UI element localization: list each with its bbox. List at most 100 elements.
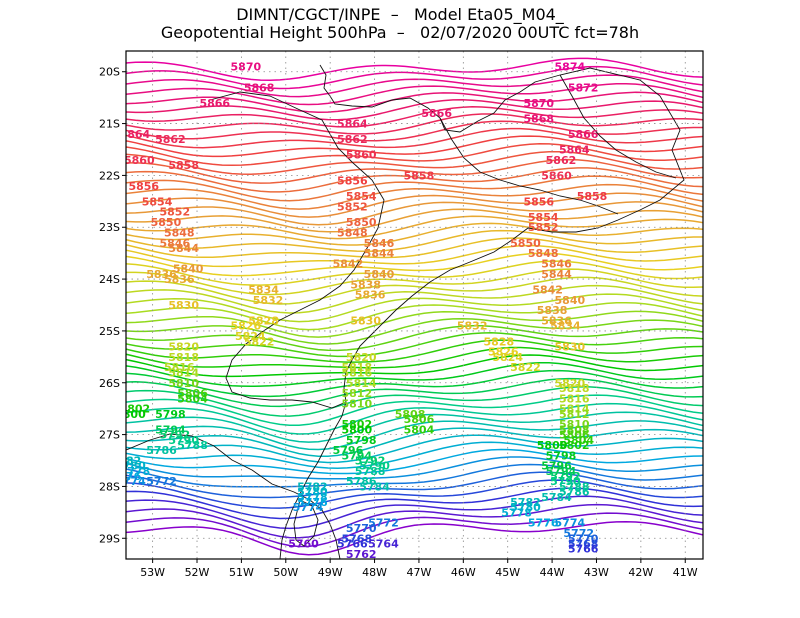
contour-label: 5858 bbox=[404, 169, 435, 182]
contour-label: 5852 bbox=[160, 206, 191, 219]
lat-tick-label: 23S bbox=[99, 221, 120, 234]
contour-label: 5776 bbox=[111, 470, 142, 483]
contour-label: 5790 bbox=[168, 434, 199, 447]
contour-label: 5806 bbox=[177, 387, 208, 400]
contour-label: 5814 bbox=[559, 403, 590, 416]
contour-line bbox=[126, 361, 703, 388]
contour-line bbox=[126, 479, 703, 509]
contour-line bbox=[126, 427, 703, 457]
contour-label: 5790 bbox=[359, 460, 390, 473]
contour-label: 5854 bbox=[142, 195, 173, 208]
contour-line bbox=[126, 65, 703, 90]
contour-line bbox=[126, 208, 703, 233]
contour-label: 5762 bbox=[346, 548, 377, 561]
title-line-1: DIMNT/CGCT/INPE – Model Eta05_M04_ bbox=[236, 5, 564, 24]
contour-label: 5822 bbox=[244, 335, 275, 348]
contour-label: 5810 bbox=[559, 418, 590, 431]
contour-line bbox=[126, 113, 703, 135]
lon-tick-label: 43W bbox=[584, 566, 609, 579]
contour-line bbox=[126, 512, 703, 548]
contour-line bbox=[126, 394, 703, 427]
contour-label: 5826 bbox=[231, 320, 262, 333]
contour-label: 5840 bbox=[555, 294, 586, 307]
contour-label: 5800 bbox=[341, 423, 372, 436]
contour-label: 5862 bbox=[155, 133, 186, 146]
contour-label: 5816 bbox=[559, 392, 590, 405]
contour-line bbox=[126, 252, 703, 277]
lat-tick-label: 24S bbox=[99, 273, 120, 286]
lon-tick-label: 42W bbox=[628, 566, 653, 579]
contour-label: 5784 bbox=[359, 480, 390, 493]
contour-label: 5874 bbox=[555, 61, 586, 74]
contour-label: 5782 bbox=[297, 480, 328, 493]
contour-label: 5810 bbox=[341, 397, 372, 410]
contour-label: 5802 bbox=[120, 403, 151, 416]
contour-line bbox=[126, 346, 703, 369]
contour-line bbox=[126, 317, 703, 345]
contour-label: 5794 bbox=[341, 449, 372, 462]
contour-label: 5834 bbox=[550, 320, 581, 333]
contour-label: 5800 bbox=[115, 408, 146, 421]
contour-line bbox=[126, 158, 703, 184]
contour-line bbox=[126, 74, 703, 98]
lat-tick-label: 27S bbox=[99, 429, 120, 442]
contour-label: 5830 bbox=[168, 299, 199, 312]
contour-label: 5782 bbox=[510, 496, 541, 509]
contour-line bbox=[126, 448, 703, 475]
contour-label: 5814 bbox=[168, 366, 199, 379]
lon-tick-label: 44W bbox=[540, 566, 565, 579]
contour-label: 5798 bbox=[346, 434, 377, 447]
contour-label: 5782 bbox=[111, 455, 142, 468]
contour-label: 5864 bbox=[559, 143, 590, 156]
contour-label: 5836 bbox=[541, 315, 572, 328]
contour-line bbox=[126, 332, 703, 358]
contour-line bbox=[126, 402, 703, 435]
contour-label: 5778 bbox=[501, 506, 532, 519]
contour-label: 5820 bbox=[168, 340, 199, 353]
contour-line bbox=[126, 229, 703, 253]
contour-label: 5824 bbox=[492, 351, 523, 364]
lon-tick-label: 45W bbox=[495, 566, 520, 579]
contour-line bbox=[126, 411, 703, 443]
contour-label: 5818 bbox=[168, 351, 199, 364]
contour-label: 5802 bbox=[559, 439, 590, 452]
lon-tick-label: 41W bbox=[673, 566, 698, 579]
contour-label: 5820 bbox=[555, 377, 586, 390]
contour-line bbox=[126, 201, 703, 226]
contour-line bbox=[126, 244, 703, 268]
contour-label: 5794 bbox=[155, 423, 186, 436]
contour-label: 5786 bbox=[346, 475, 377, 488]
contour-line bbox=[126, 215, 703, 240]
contour-label: 5772 bbox=[563, 527, 594, 540]
contour-label: 5780 bbox=[115, 460, 146, 473]
contour-label: 5816 bbox=[164, 361, 195, 374]
lon-tick-label: 51W bbox=[229, 566, 254, 579]
contour-line bbox=[126, 120, 703, 142]
contour-label: 5776 bbox=[297, 496, 328, 509]
contour-line bbox=[126, 471, 703, 499]
contour-label: 5760 bbox=[288, 537, 319, 550]
contour-label: 5844 bbox=[168, 242, 199, 255]
contour-label: 5856 bbox=[337, 175, 368, 188]
contour-line bbox=[126, 434, 703, 464]
contour-label: 5776 bbox=[528, 517, 559, 530]
contour-label: 5828 bbox=[248, 315, 279, 328]
contour-label: 5848 bbox=[164, 226, 195, 239]
contour-line bbox=[126, 339, 703, 363]
contour-line bbox=[126, 175, 703, 202]
lat-tick-label: 28S bbox=[99, 480, 120, 493]
lat-tick-label: 21S bbox=[99, 118, 120, 131]
lat-tick-label: 22S bbox=[99, 169, 120, 182]
contour-label: 5870 bbox=[523, 97, 554, 110]
contour-label: 5858 bbox=[168, 159, 199, 172]
contour-line bbox=[126, 441, 703, 469]
contour-line bbox=[126, 354, 703, 378]
contour-label: 5830 bbox=[350, 315, 381, 328]
contour-line bbox=[126, 487, 703, 520]
contour-label: 5850 bbox=[510, 237, 541, 250]
lagoon-path bbox=[293, 499, 319, 547]
lon-tick-label: 48W bbox=[362, 566, 387, 579]
contour-label: 5852 bbox=[528, 221, 559, 234]
contour-label: 5806 bbox=[559, 429, 590, 442]
contour-label: 5860 bbox=[541, 169, 572, 182]
